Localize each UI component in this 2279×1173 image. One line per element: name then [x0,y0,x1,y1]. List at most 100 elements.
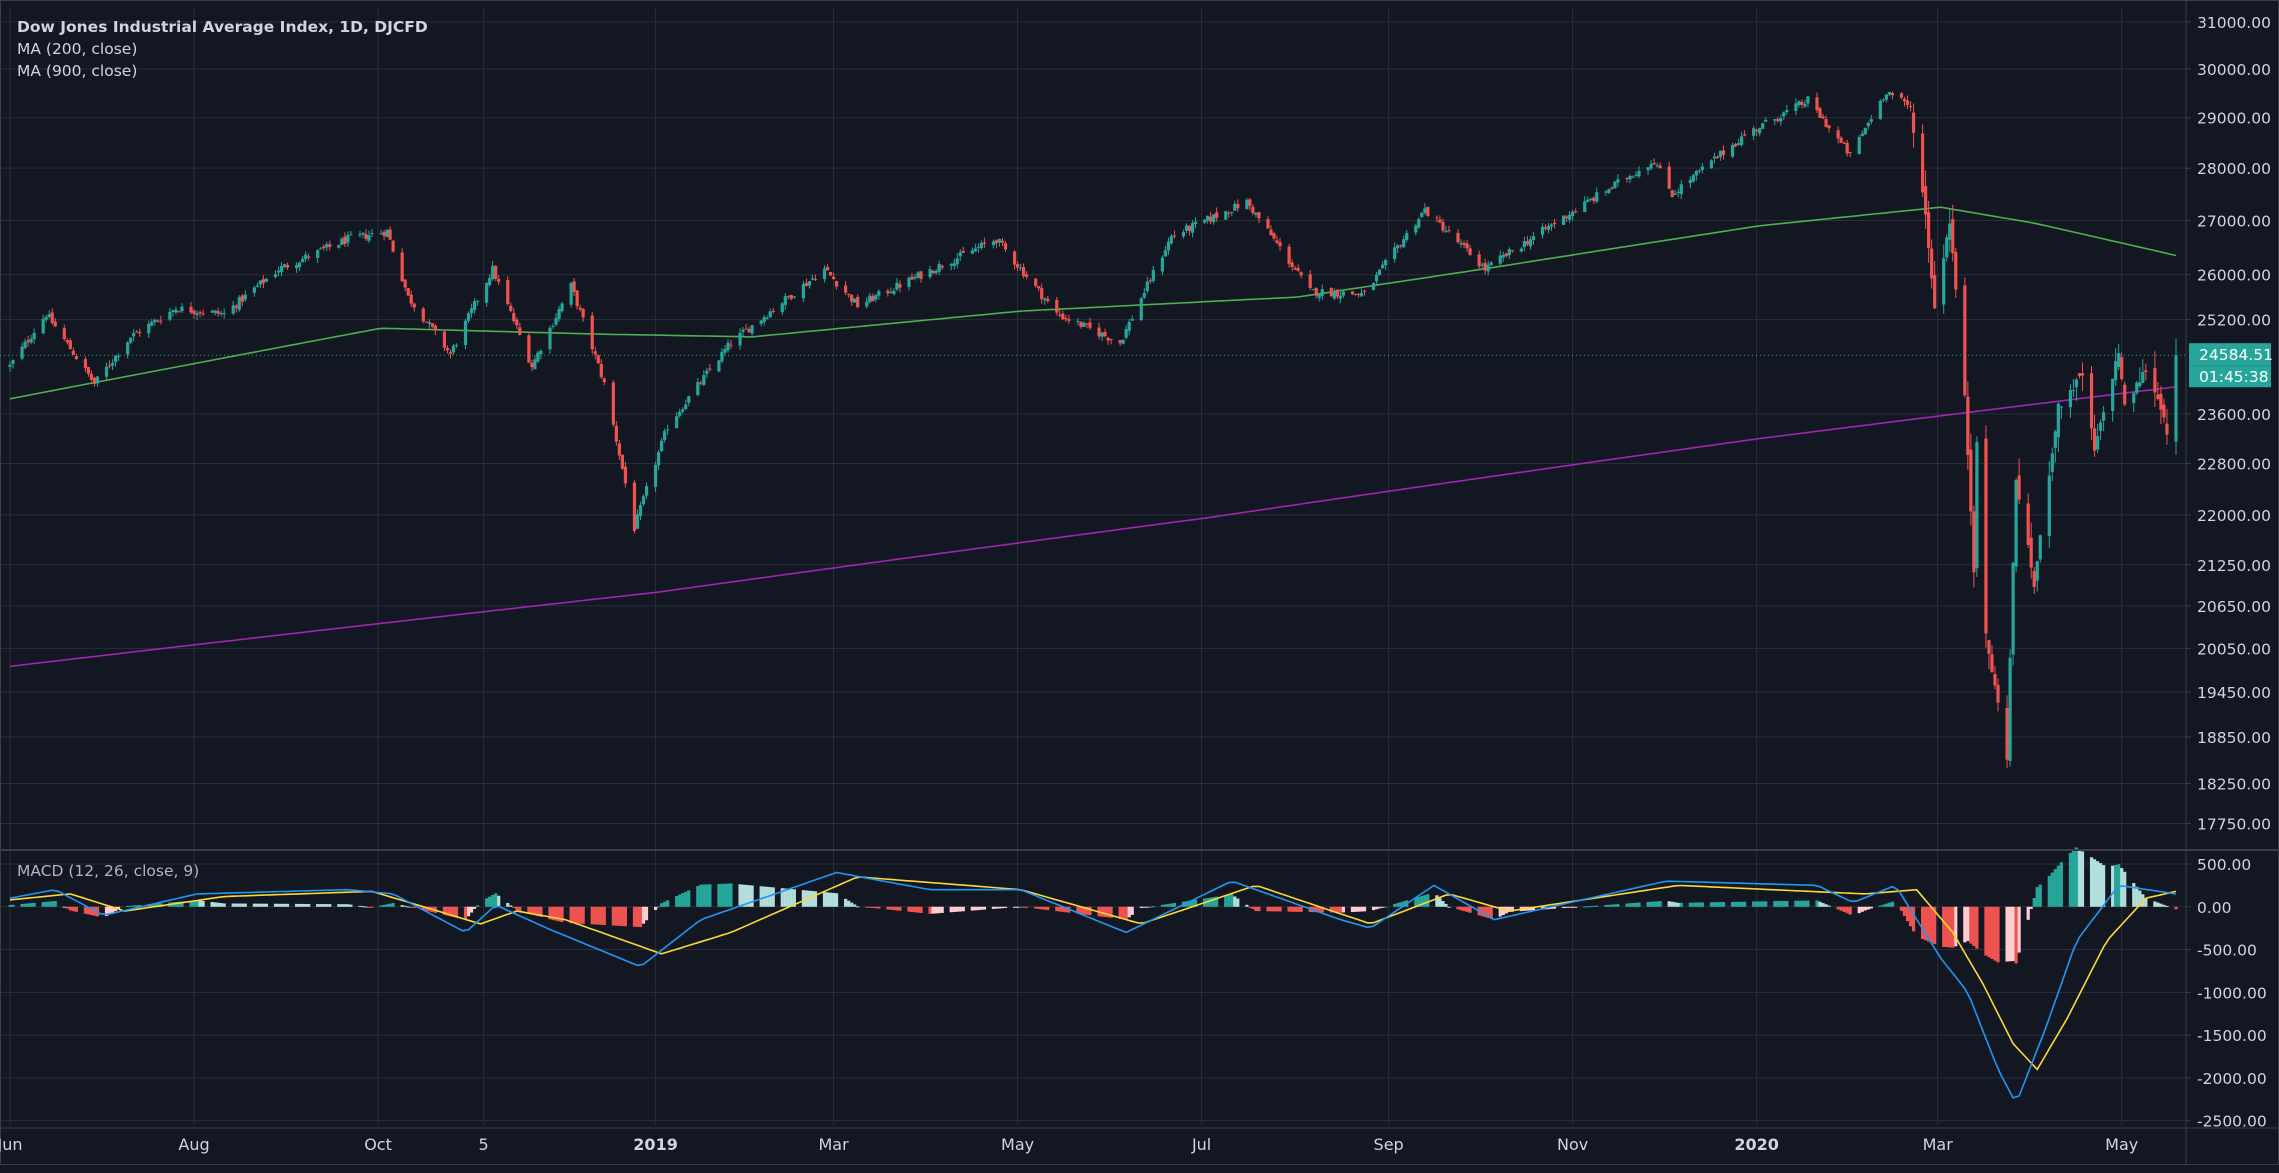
macd-histogram-bar [325,904,329,907]
candle-body [874,295,878,300]
macd-histogram-bar [150,903,154,907]
macd-histogram-bar [1984,906,1988,956]
macd-histogram-bar [2038,884,2042,907]
macd-histogram-bar [2035,887,2039,907]
candle-body [1130,318,1134,321]
candle [210,309,214,314]
macd-histogram-bar [1314,906,1318,913]
candle-body [258,280,262,285]
candle-body [1673,193,1677,195]
candle [180,303,184,314]
candle-body [572,281,576,292]
macd-axis-tick: -2000.00 [2197,1070,2267,1088]
candle [156,319,160,323]
macd-histogram-bar [385,904,389,907]
candle-body [2120,357,2124,380]
candle [865,297,869,309]
candle-body [786,295,790,297]
candle [1794,98,1798,116]
candle-body [1465,243,1469,249]
macd-histogram-bar [1381,906,1385,908]
macd-histogram-bar [1103,906,1107,918]
candle [1824,115,1828,128]
candle-body [1709,160,1714,169]
macd-histogram-bar [1356,906,1361,912]
candle [1634,170,1638,178]
candle-body [1477,254,1481,267]
macd-histogram-bar [180,901,184,907]
macd-histogram-bar [2144,897,2148,907]
candle [1779,114,1783,126]
candle [1679,180,1683,200]
macd-histogram-bar [1927,906,1931,942]
macd-histogram-bar [1815,900,1819,907]
candle-body [1610,187,1614,189]
candle [931,269,935,275]
candle [1462,240,1466,249]
last-price-label: 24584.51 [2199,346,2273,364]
macd-histogram-bar [1248,906,1252,908]
macd-histogram-bar [1571,906,1575,908]
candle [632,480,637,534]
candle [117,353,121,361]
macd-histogram-bar [379,905,383,907]
candle-body [1209,216,1213,222]
macd-histogram-bar [1145,906,1149,908]
candle-body [1377,269,1382,275]
macd-histogram-bar [976,906,980,911]
candle [801,280,805,303]
candle-body [448,352,453,354]
macd-histogram-bar [928,906,932,914]
candle-body [1423,208,1427,213]
candle-body [1184,225,1189,231]
candle [2047,461,2051,548]
candle [792,296,796,299]
candle [71,347,75,356]
macd-histogram-bar [1969,906,1973,944]
macd-histogram-bar [1948,906,1952,948]
macd-histogram-bar [219,903,223,907]
ma200-layer [9,206,2177,400]
candle-body [1266,219,1270,229]
candle [1139,297,1143,322]
candle-body [1552,222,1557,225]
axes-layer[interactable]: 31000.0030000.0029000.0028000.0027000.00… [0,14,2273,1154]
macd-histogram-bar [213,902,217,907]
candle [1079,321,1083,329]
candle [1015,261,1020,272]
candle-body [2029,537,2033,568]
macd-histogram-bar [1444,903,1448,907]
macd-histogram-bar [750,885,754,907]
macd-histogram-bar [1911,906,1916,932]
candle [424,321,428,323]
candle-body [1531,236,1536,240]
candle [129,337,133,345]
macd-histogram-bar [729,883,733,907]
price-axis-tick: 29000.00 [2197,110,2271,128]
candle-body [325,244,329,248]
macd-histogram-bar [997,906,1002,909]
macd-histogram-bar [2101,865,2106,907]
candle-body [110,362,115,366]
price-axis-tick: 20050.00 [2197,640,2271,658]
candle-body [554,317,558,325]
countdown-label-bg [2189,365,2271,388]
candle [1878,99,1882,120]
macd-histogram-bar [644,906,649,921]
candle-body [2071,390,2076,392]
candle [1353,293,1358,296]
candle-body [1025,274,1029,277]
candle-body [1568,214,1572,220]
candle [2032,567,2036,595]
macd-histogram-bar [2159,903,2163,907]
macd-histogram-bar [1631,903,1635,907]
macd-histogram-bar [856,906,860,908]
macd-histogram-bar [174,901,178,907]
candle [1945,234,1949,262]
macd-histogram-bar [786,888,790,907]
candle [1571,209,1575,221]
macd-histogram-bar [994,906,999,909]
candle-body [850,294,854,302]
candle [68,338,72,350]
